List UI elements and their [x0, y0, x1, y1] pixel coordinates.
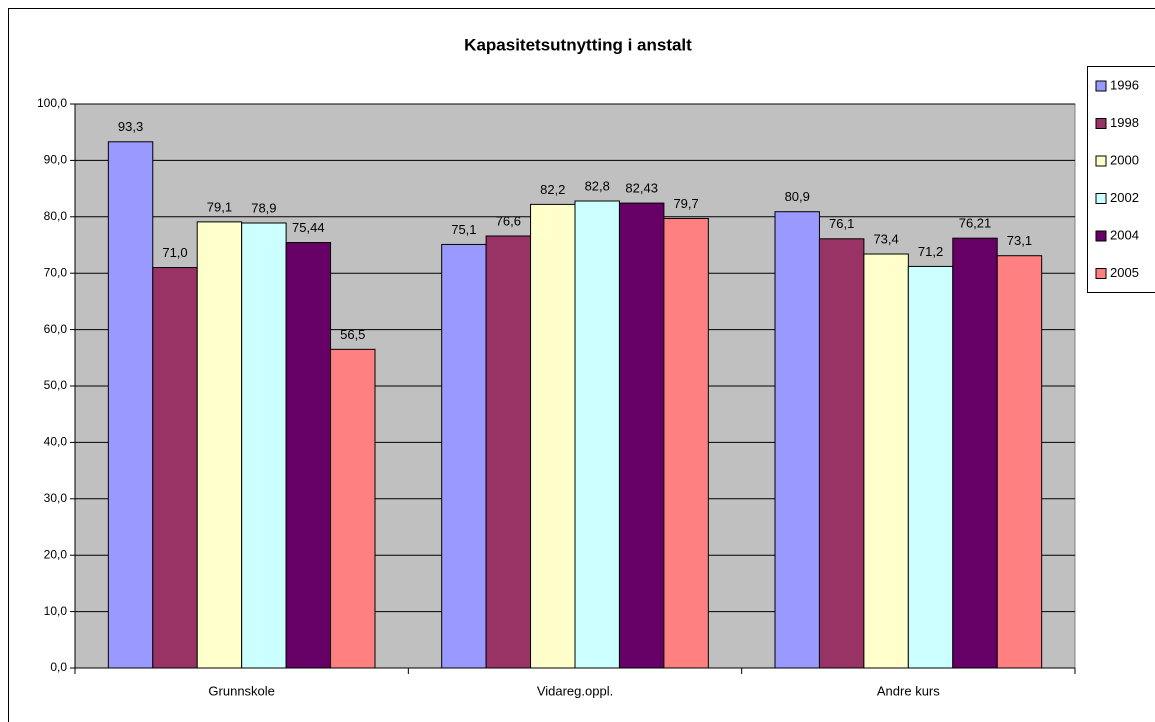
legend-label: 1998	[1110, 115, 1139, 130]
value-label: 73,4	[873, 231, 898, 246]
legend-swatch	[1095, 155, 1107, 167]
value-label: 76,21	[959, 216, 992, 231]
bar	[618, 202, 665, 669]
x-tick-label: Grunnskole	[208, 683, 274, 698]
legend-swatch	[1095, 230, 1107, 242]
value-label: 76,1	[829, 216, 854, 231]
value-label: 71,0	[162, 245, 187, 260]
bar	[330, 348, 376, 669]
value-label: 80,9	[785, 189, 810, 204]
bar	[952, 237, 998, 669]
bar	[907, 265, 954, 669]
legend-swatch	[1095, 268, 1107, 279]
value-label: 75,1	[451, 222, 476, 237]
value-label: 75,44	[292, 220, 325, 235]
y-tick-label: 70,0	[44, 265, 68, 279]
value-label: 76,6	[496, 213, 521, 228]
bar	[441, 243, 487, 669]
y-tick-label: 60,0	[44, 322, 68, 336]
bar	[663, 217, 709, 669]
value-label: 79,7	[673, 196, 698, 211]
x-tick-label: Vidareg.oppl.	[537, 683, 613, 698]
bar	[996, 255, 1043, 669]
bar	[152, 267, 198, 669]
bar	[574, 200, 620, 669]
x-tick-label: Andre kurs	[877, 683, 940, 698]
legend-label: 2004	[1110, 227, 1139, 242]
legend-label: 2000	[1110, 152, 1139, 167]
y-tick-label: 20,0	[44, 547, 68, 561]
legend-label: 2005	[1110, 265, 1139, 280]
y-tick-label: 100,0	[37, 96, 67, 110]
value-label: 73,1	[1007, 233, 1032, 248]
y-tick-label: 10,0	[44, 604, 68, 618]
value-label: 79,1	[207, 199, 232, 214]
bar	[196, 221, 243, 669]
legend-swatch	[1095, 118, 1107, 129]
value-label: 82,2	[540, 182, 565, 197]
y-tick-label: 80,0	[44, 209, 68, 223]
legend-swatch	[1095, 80, 1107, 92]
legend-box	[1087, 66, 1155, 293]
value-label: 78,9	[251, 200, 276, 215]
bar	[818, 238, 865, 669]
bar	[863, 253, 909, 669]
value-label: 71,2	[918, 244, 943, 259]
value-label: 82,8	[585, 178, 610, 193]
y-tick-label: 90,0	[44, 153, 68, 167]
bar	[107, 141, 154, 669]
chart-title: Kapasitetsutnytting i anstalt	[464, 35, 692, 54]
legend-label: 1996	[1110, 77, 1139, 92]
y-tick-label: 30,0	[44, 491, 68, 505]
bar	[285, 242, 332, 669]
value-label: 56,5	[340, 327, 365, 342]
bar	[241, 222, 287, 669]
legend-swatch	[1095, 193, 1107, 204]
bar	[774, 211, 820, 669]
legend-label: 2002	[1110, 190, 1139, 205]
bar	[485, 235, 532, 669]
value-label: 82,43	[625, 181, 658, 196]
value-label: 93,3	[118, 119, 143, 134]
bar	[530, 203, 576, 669]
y-tick-label: 0,0	[50, 660, 67, 674]
y-tick-label: 40,0	[44, 435, 68, 449]
y-tick-label: 50,0	[44, 378, 68, 392]
